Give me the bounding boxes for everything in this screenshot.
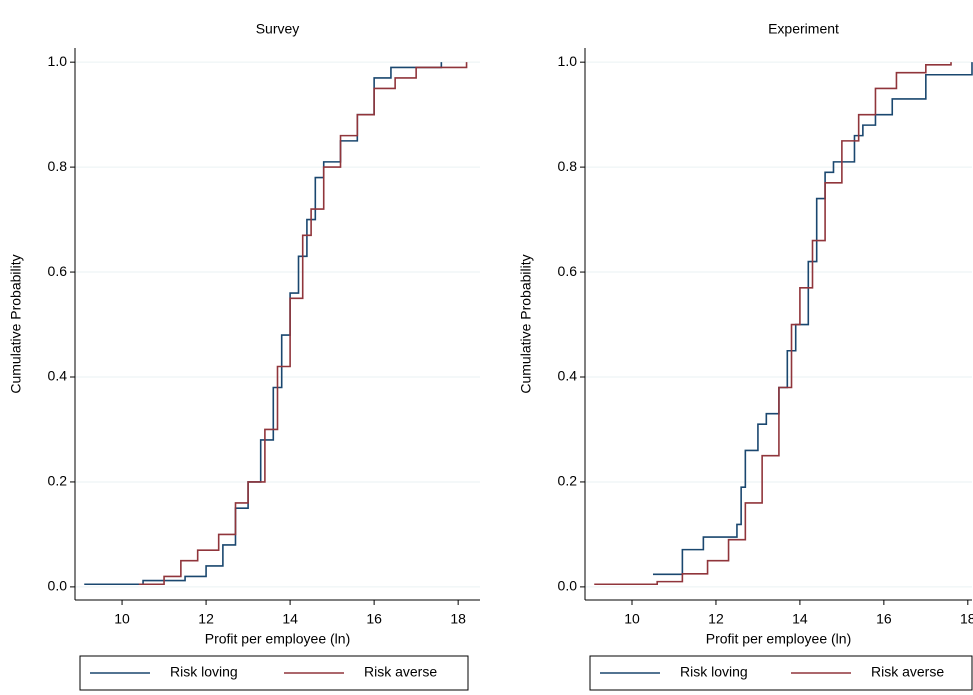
chart-panel: Survey 0.0 0.2 0.4 0.6 0.8 1.0 10 12 14 16 18 Profit…: [8, 21, 480, 691]
chart-title: Survey: [256, 21, 300, 37]
y-tick-label: 0.4: [558, 368, 578, 384]
y-tick-label: 0.0: [558, 578, 578, 594]
step-line: [84, 62, 443, 586]
legend-box: [589, 655, 973, 691]
step-line: [594, 62, 952, 586]
x-tick-label: 18: [450, 611, 466, 627]
x-tick-label: 12: [708, 611, 724, 627]
y-tick-label: 0.2: [558, 473, 578, 489]
step-line: [652, 62, 973, 576]
y-tick-label: 0.4: [48, 368, 68, 384]
x-axis-label: Profit per employee (ln): [205, 631, 351, 647]
y-tick-label: 1.0: [48, 53, 68, 69]
x-tick-label: 16: [876, 611, 892, 627]
legend-label: Risk loving: [170, 664, 238, 680]
x-tick-label: 14: [792, 611, 808, 627]
y-tick-label: 1.0: [558, 53, 578, 69]
legend-label: Risk averse: [364, 664, 437, 680]
y-tick-label: 0.6: [558, 263, 578, 279]
y-axis-label: Cumulative Probability: [8, 254, 24, 393]
chart-title: Experiment: [768, 21, 839, 37]
x-axis-label: Profit per employee (ln): [706, 631, 852, 647]
step-line: [138, 62, 468, 586]
y-tick-label: 0.0: [48, 578, 68, 594]
legend-box: [79, 655, 469, 691]
x-tick-label: 10: [114, 611, 130, 627]
chart-panel: Experiment 0.0 0.2 0.4 0.6 0.8 1.0 10 12 14 16 18 Pr…: [518, 21, 973, 691]
legend-label: Risk averse: [871, 664, 944, 680]
y-tick-label: 0.8: [558, 158, 578, 174]
x-tick-label: 18: [960, 611, 973, 627]
y-tick-label: 0.2: [48, 473, 68, 489]
x-tick-label: 14: [282, 611, 298, 627]
x-tick-label: 10: [624, 611, 640, 627]
x-tick-label: 12: [198, 611, 214, 627]
x-tick-label: 16: [366, 611, 382, 627]
y-tick-label: 0.8: [48, 158, 68, 174]
y-axis-label: Cumulative Probability: [518, 254, 534, 393]
legend-label: Risk loving: [680, 664, 748, 680]
y-tick-label: 0.6: [48, 263, 68, 279]
